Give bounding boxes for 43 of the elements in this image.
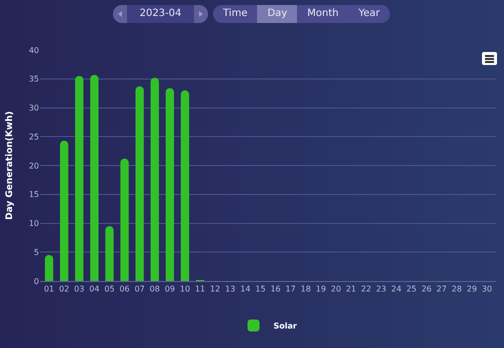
x-tick-label: 25 <box>406 284 417 294</box>
x-tick-label: 01 <box>44 284 54 294</box>
x-tick-label: 21 <box>346 284 356 294</box>
y-tick-label: 15 <box>28 190 39 200</box>
y-tick-label: 35 <box>28 74 39 84</box>
x-tick-label: 19 <box>316 284 326 294</box>
y-tick-label: 0 <box>34 276 39 286</box>
x-tick-label: 02 <box>59 284 70 294</box>
x-tick-label: 13 <box>225 284 236 294</box>
x-tick-label: 04 <box>89 284 100 294</box>
x-tick-label: 22 <box>361 284 372 294</box>
x-tick-label: 24 <box>391 284 402 294</box>
x-tick-label: 16 <box>270 284 281 294</box>
x-tick-label: 17 <box>286 284 296 294</box>
x-tick-label: 09 <box>164 284 175 294</box>
x-tick-label: 14 <box>240 284 250 294</box>
y-tick-label: 20 <box>28 161 39 170</box>
view-tabs: Time Day Month Year <box>213 5 390 23</box>
x-tick-label: 29 <box>466 284 477 294</box>
y-tick-label: 40 <box>28 46 39 55</box>
x-tick-label: 28 <box>452 284 462 294</box>
legend-label: Solar <box>274 322 297 331</box>
y-tick-label: 5 <box>34 248 39 257</box>
x-tick-label: 30 <box>482 284 492 294</box>
y-axis-title: Day Generation(Kwh) <box>5 111 15 220</box>
x-tick-label: 27 <box>436 284 447 294</box>
x-tick-label: 20 <box>330 284 342 294</box>
y-tick-label: 30 <box>28 104 39 113</box>
x-tick-label: 07 <box>134 284 145 294</box>
x-tick-label: 03 <box>74 284 84 294</box>
x-tick-label: 05 <box>104 284 115 294</box>
x-tick-label: 12 <box>210 284 220 294</box>
x-tick-label: 15 <box>255 284 266 294</box>
x-tick-label: 18 <box>300 284 311 294</box>
x-tick-label: 10 <box>180 284 190 294</box>
y-tick-label: 10 <box>28 219 39 228</box>
x-tick-label: 06 <box>119 284 130 294</box>
x-tick-label: 26 <box>421 284 432 294</box>
x-tick-label: 23 <box>376 284 386 294</box>
x-tick-label: 08 <box>150 284 160 294</box>
y-tick-label: 25 <box>28 132 39 142</box>
date-picker: 2023-04 <box>113 5 208 23</box>
x-tick-label: 11 <box>194 284 206 294</box>
